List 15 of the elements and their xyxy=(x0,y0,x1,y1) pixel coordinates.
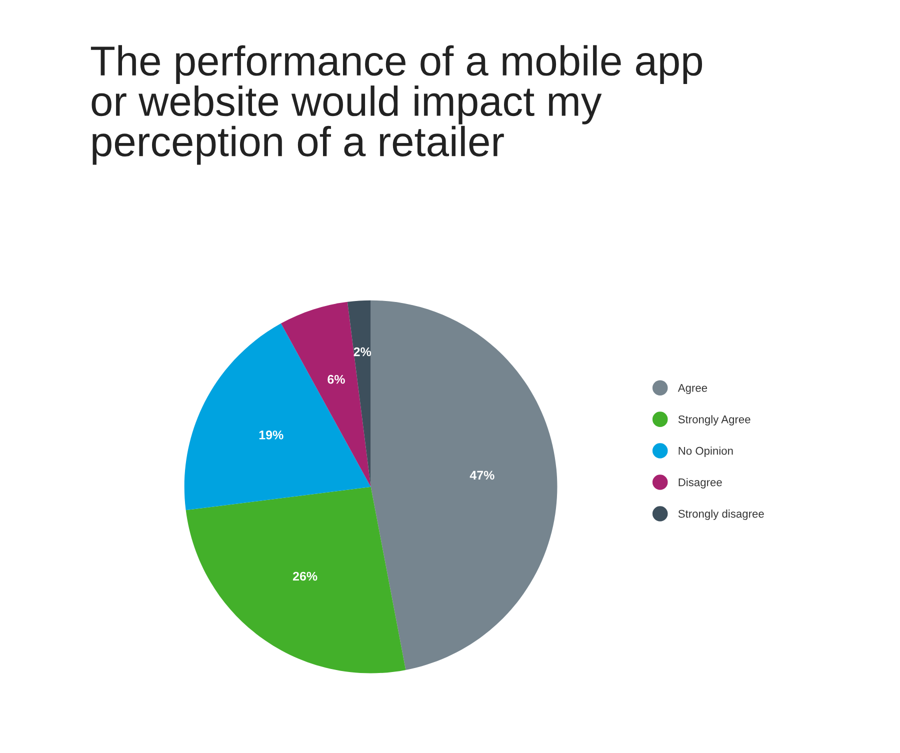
pie-slice xyxy=(370,300,558,670)
legend-label: Strongly Agree xyxy=(678,415,750,426)
chart-title: The performance of a mobile app or website would impact my perception of a retailer xyxy=(90,45,702,165)
legend-label: No Opinion xyxy=(678,446,733,457)
legend-label: Agree xyxy=(678,384,708,394)
data-label: 26% xyxy=(292,572,318,581)
data-label: 19% xyxy=(259,430,284,440)
legend-label: Strongly disagree xyxy=(678,510,764,520)
pie-slice xyxy=(186,486,406,674)
data-label: 47% xyxy=(470,470,494,480)
pie-slice xyxy=(347,300,371,487)
data-label: 6% xyxy=(328,374,345,384)
legend-label: Disagree xyxy=(678,478,722,488)
pie-slice xyxy=(184,323,371,510)
data-label: 2% xyxy=(354,347,372,356)
